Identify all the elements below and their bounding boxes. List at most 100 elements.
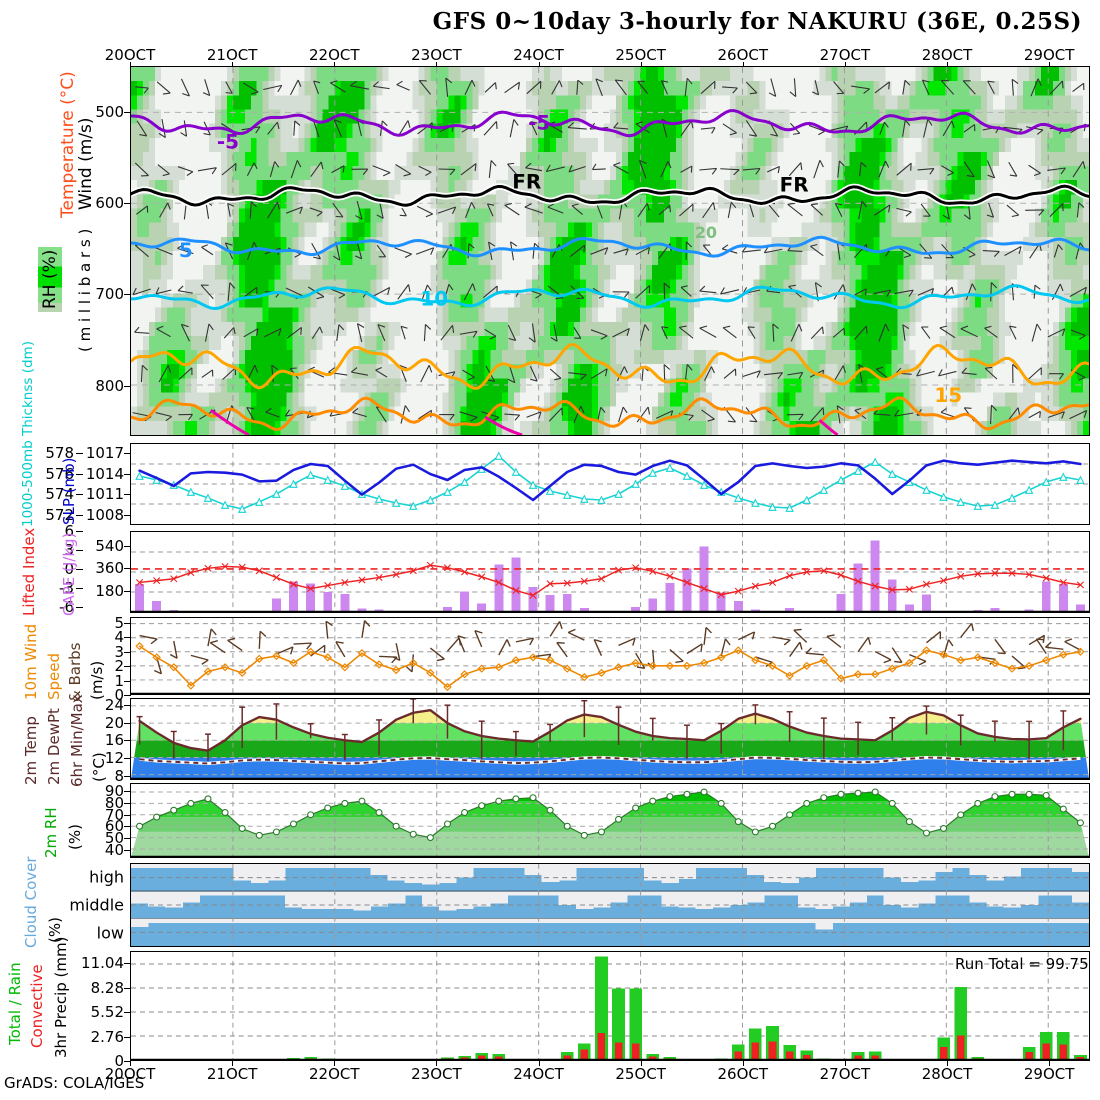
slp-right-tick-1011: 1011: [85, 485, 124, 504]
precip-tickmark: [124, 987, 131, 989]
date-tick: [130, 1061, 131, 1066]
caption-cloud-cover: Cloud Cover: [22, 856, 40, 948]
wind-tickmark: [124, 651, 131, 653]
wind-tick-5: 5: [114, 613, 124, 632]
slp-right-tickmark: [124, 514, 131, 516]
slp-right-tickmark: [124, 453, 131, 455]
cape-tickmark: [124, 590, 131, 592]
precip-tickmark: [124, 963, 131, 965]
caption-cape: CAPE (J/kg): [60, 532, 78, 616]
cape-tickmark: [124, 545, 131, 547]
slp-left-tick-572: 572: [45, 505, 74, 524]
date-tick: [640, 62, 642, 66]
precip-panel: [130, 951, 1090, 1061]
precip-tickmark: [124, 1061, 131, 1062]
precip-tick-5.52: 5.52: [90, 1003, 124, 1022]
precip-tick-2.76: 2.76: [90, 1027, 124, 1046]
wind-tick-3: 3: [114, 642, 124, 661]
slp-right-tick-1017: 1017: [85, 444, 124, 463]
cape-li-tickmark: [76, 606, 83, 608]
date-label-top-20OCT: 20OCT: [104, 46, 156, 64]
date-tick: [436, 1061, 438, 1066]
date-tick: [334, 62, 336, 66]
caption-precip-convective: Convective: [28, 964, 46, 1048]
wind-tick-1: 1: [114, 671, 124, 690]
rh-tick-80: 80: [104, 793, 124, 812]
caption-precip-total: Total / Rain: [6, 962, 24, 1045]
contour-label-fr-a: FR: [512, 170, 541, 193]
caption-2m-dewpt: 2m DewPt: [45, 708, 63, 785]
date-tick: [232, 1061, 234, 1066]
caption-temp-units: (°C): [90, 752, 108, 782]
date-label-bottom-24OCT: 24OCT: [513, 1065, 564, 1083]
rh-tickmark: [124, 826, 131, 828]
date-tick: [436, 62, 438, 66]
date-tick: [130, 62, 131, 66]
date-label-bottom-27OCT: 27OCT: [819, 1065, 871, 1083]
temp-tick-20: 20: [104, 713, 124, 732]
date-label-top-22OCT: 22OCT: [308, 46, 360, 64]
slp-thickness-panel: [130, 443, 1090, 525]
cape-li-tickmark: [76, 531, 83, 532]
rh-tick-40: 40: [104, 840, 124, 859]
contour-label-fr-b: FR: [780, 173, 809, 196]
cape-li-tick--3: -3: [59, 578, 74, 597]
temp-tick-16: 16: [104, 731, 124, 750]
slp-right-tick-1014: 1014: [85, 464, 124, 483]
date-label-top-23OCT: 23OCT: [411, 46, 462, 64]
wind10m-panel: [130, 617, 1090, 695]
upper-tickmark: [124, 294, 131, 296]
temp-tick-12: 12: [104, 748, 124, 767]
upper-tick-700: 700: [95, 285, 124, 304]
caption-rh-units: (%): [66, 824, 84, 850]
contour-label-20: 20: [695, 223, 717, 242]
date-tick: [947, 1061, 949, 1066]
date-label-bottom-25OCT: 25OCT: [615, 1065, 666, 1083]
upper-tick-500: 500: [95, 102, 124, 121]
caption-wind-units: (m/s): [88, 660, 106, 700]
contour-label-15: 15: [934, 384, 962, 407]
precip-tick-0: 0: [114, 1052, 124, 1070]
wind-tickmark: [124, 666, 131, 668]
rh-tick-70: 70: [104, 805, 124, 824]
run-total-label: Run Total = 99.75: [955, 955, 1089, 973]
cloud-cover-panel: [130, 863, 1090, 947]
caption-rh: RH (%): [38, 246, 62, 312]
cape-li-tick-0: 0: [64, 559, 74, 578]
date-tick: [538, 1061, 540, 1066]
rh-tick-90: 90: [104, 782, 124, 801]
upper-tickmark: [124, 385, 131, 387]
date-label-top-27OCT: 27OCT: [819, 46, 871, 64]
date-label-bottom-22OCT: 22OCT: [308, 1065, 360, 1083]
wind-tickmark: [124, 695, 131, 696]
caption-10m-wind: 10m Wind: [22, 623, 40, 700]
date-tick: [742, 1061, 744, 1066]
cape-li-tick--6: -6: [59, 597, 74, 616]
caption-precip-axis: 3hr Precip (mm): [52, 936, 70, 1058]
page-title: GFS 0~10day 3-hourly for NAKURU (36E, 0.…: [432, 8, 1082, 35]
cape-tick-360: 360: [95, 559, 124, 578]
caption-temperature: Temperature (°C): [58, 71, 78, 218]
rh-tick-50: 50: [104, 829, 124, 848]
credit-label: GrADS: COLA/IGES: [4, 1074, 145, 1092]
date-tick: [742, 62, 744, 66]
caption-millibars: ( m i l l i b a r s ): [76, 228, 94, 352]
wind-tickmark: [124, 637, 131, 639]
wind-tickmark: [124, 622, 131, 624]
date-tick: [844, 62, 846, 66]
wind-tick-4: 4: [114, 628, 124, 647]
temp-tickmark: [124, 705, 131, 707]
upper-tickmark: [124, 203, 131, 205]
precip-tickmark: [124, 1012, 131, 1014]
wind-tick-2: 2: [114, 657, 124, 676]
rh-tickmark: [124, 791, 131, 793]
date-tick: [538, 62, 540, 66]
temp-tickmark: [124, 740, 131, 742]
contour-label-5: 5: [179, 239, 193, 262]
cloud-row-label-high: high: [89, 867, 124, 887]
cloud-row-label-middle: middle: [69, 895, 124, 915]
date-label-top-26OCT: 26OCT: [717, 46, 769, 64]
slp-left-tick-578: 578: [45, 444, 74, 463]
rh-tickmark: [124, 814, 131, 816]
temp-tick-8: 8: [114, 766, 124, 785]
